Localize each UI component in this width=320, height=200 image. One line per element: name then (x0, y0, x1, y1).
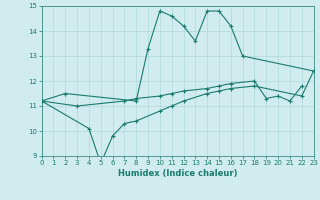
X-axis label: Humidex (Indice chaleur): Humidex (Indice chaleur) (118, 169, 237, 178)
